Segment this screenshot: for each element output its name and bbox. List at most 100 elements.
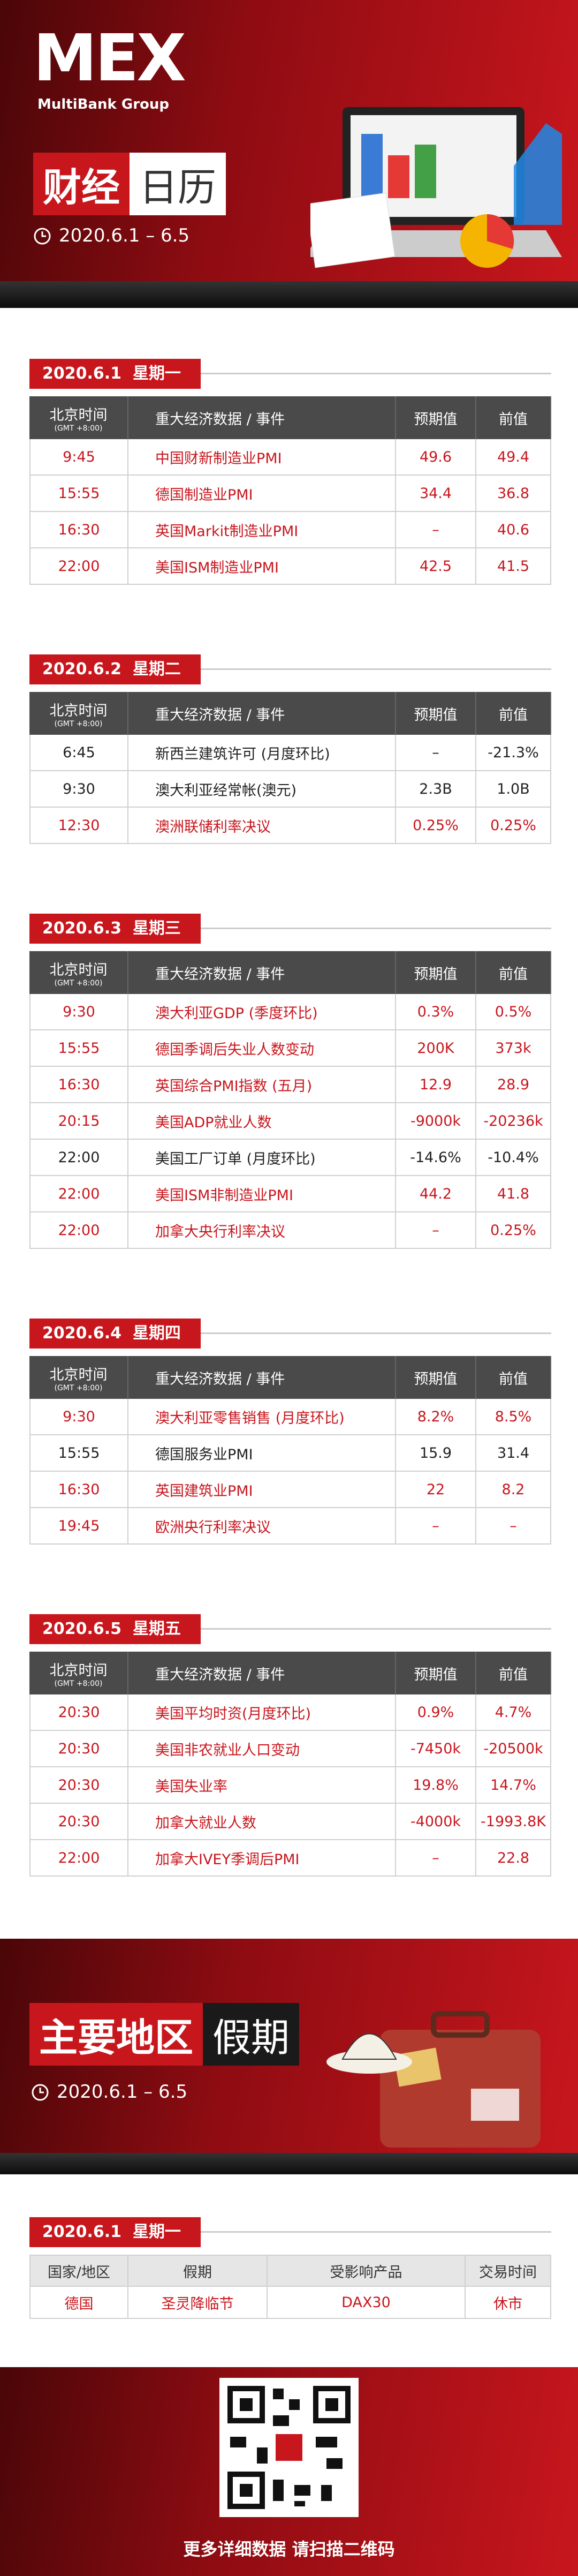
column-header: 重大经济数据 / 事件 bbox=[128, 951, 396, 994]
header-stripe bbox=[0, 281, 578, 308]
cell-time: 9:45 bbox=[29, 439, 128, 476]
cell-previous: 41.5 bbox=[476, 548, 551, 585]
cell-event: 新西兰建筑许可 (月度环比) bbox=[128, 735, 396, 771]
column-header: 北京时间 (GMT +8:00) bbox=[29, 396, 128, 439]
holiday-column-header: 国家/地区 bbox=[29, 2255, 128, 2287]
cell-previous: 22.8 bbox=[476, 1840, 551, 1877]
day-weekday: 星期四 bbox=[132, 1324, 181, 1343]
cell-previous: 0.25% bbox=[476, 1212, 551, 1249]
column-header-text: 北京时间 bbox=[49, 961, 108, 978]
cell-previous: 4.7% bbox=[476, 1694, 551, 1731]
cell-previous: 373k bbox=[476, 1030, 551, 1067]
divider bbox=[201, 668, 551, 670]
column-header-text: 重大经济数据 / 事件 bbox=[155, 1666, 285, 1683]
logo: MEX bbox=[33, 21, 186, 96]
holiday-column-header: 假期 bbox=[128, 2255, 268, 2287]
laptop-illustration bbox=[310, 107, 562, 268]
cell-previous: 14.7% bbox=[476, 1767, 551, 1804]
cell-event: 德国制造业PMI bbox=[128, 476, 396, 512]
cell-time: 20:15 bbox=[29, 1103, 128, 1140]
qr-code bbox=[219, 2378, 359, 2517]
cell-previous: 0.25% bbox=[476, 808, 551, 844]
holiday-title-b: 假期 bbox=[203, 2003, 300, 2066]
day-label: 2020.6.2 星期二 bbox=[29, 654, 201, 684]
cell-time: 15:55 bbox=[29, 476, 128, 512]
divider bbox=[201, 373, 551, 374]
cell-event: 美国ISM制造业PMI bbox=[128, 548, 396, 585]
column-header-text: 预期值 bbox=[414, 411, 458, 428]
column-header-text: 北京时间 bbox=[49, 1366, 108, 1383]
footer-text: 更多详细数据 请扫描二维码 bbox=[183, 2539, 395, 2559]
holiday-column-header: 交易时间 bbox=[466, 2255, 551, 2287]
column-header-text: 重大经济数据 / 事件 bbox=[155, 966, 285, 983]
cell-time: 9:30 bbox=[29, 771, 128, 808]
cell-event: 英国建筑业PMI bbox=[128, 1472, 396, 1508]
cell-previous: -10.4% bbox=[476, 1140, 551, 1176]
cell-time: 22:00 bbox=[29, 1840, 128, 1877]
day-date: 2020.6.4 bbox=[42, 1324, 122, 1343]
cell-forecast: 22 bbox=[396, 1472, 476, 1508]
column-header-text: 前值 bbox=[499, 411, 528, 428]
day-label: 2020.6.5 星期五 bbox=[29, 1614, 201, 1644]
cell-forecast: 15.9 bbox=[396, 1435, 476, 1472]
cell-event: 澳大利亚经常帐(澳元) bbox=[128, 771, 396, 808]
cell-previous: 36.8 bbox=[476, 476, 551, 512]
holiday-date-range: 2020.6.1 – 6.5 bbox=[57, 2081, 188, 2103]
column-header: 重大经济数据 / 事件 bbox=[128, 692, 396, 735]
cell-forecast: 19.8% bbox=[396, 1767, 476, 1804]
cell-forecast: 2.3B bbox=[396, 771, 476, 808]
column-header: 预期值 bbox=[396, 1652, 476, 1694]
cell-event: 加拿大IVEY季调后PMI bbox=[128, 1840, 396, 1877]
cell-forecast: 200K bbox=[396, 1030, 476, 1067]
cell-event: 加拿大就业人数 bbox=[128, 1804, 396, 1840]
cell-forecast: 0.9% bbox=[396, 1694, 476, 1731]
cell-forecast: -4000k bbox=[396, 1804, 476, 1840]
cell-time: 16:30 bbox=[29, 512, 128, 548]
cell-previous: -21.3% bbox=[476, 735, 551, 771]
column-header: 预期值 bbox=[396, 396, 476, 439]
column-header: 前值 bbox=[476, 1652, 551, 1694]
cell-time: 16:30 bbox=[29, 1472, 128, 1508]
cell-time: 9:30 bbox=[29, 1399, 128, 1435]
cell-forecast: – bbox=[396, 1508, 476, 1545]
cell-forecast: 0.3% bbox=[396, 994, 476, 1030]
cell-previous: 0.5% bbox=[476, 994, 551, 1030]
holiday-title-a: 主要地区 bbox=[29, 2003, 203, 2066]
cell-time: 9:30 bbox=[29, 994, 128, 1030]
cell-event: 美国非农就业人口变动 bbox=[128, 1731, 396, 1767]
cell-event: 美国ISM非制造业PMI bbox=[128, 1176, 396, 1212]
cell-forecast: -14.6% bbox=[396, 1140, 476, 1176]
column-header: 前值 bbox=[476, 1356, 551, 1399]
date-range: 2020.6.1 – 6.5 bbox=[59, 225, 190, 246]
column-header-text: 前值 bbox=[499, 1370, 528, 1388]
divider bbox=[201, 1628, 551, 1630]
cell-event: 美国平均时资(月度环比) bbox=[128, 1694, 396, 1731]
cell-time: 19:45 bbox=[29, 1508, 128, 1545]
day-label: 2020.6.3 星期三 bbox=[29, 914, 201, 944]
column-header: 北京时间 (GMT +8:00) bbox=[29, 951, 128, 994]
cell-time: 20:30 bbox=[29, 1804, 128, 1840]
column-header: 北京时间 (GMT +8:00) bbox=[29, 692, 128, 735]
cell-forecast: 12.9 bbox=[396, 1067, 476, 1103]
cell-previous: 49.4 bbox=[476, 439, 551, 476]
holiday-cell: DAX30 bbox=[268, 2287, 466, 2319]
cell-time: 15:55 bbox=[29, 1435, 128, 1472]
holiday-title: 主要地区 假期 bbox=[29, 2003, 300, 2066]
column-header-text: 预期值 bbox=[414, 1370, 458, 1388]
cell-time: 20:30 bbox=[29, 1767, 128, 1804]
cell-time: 6:45 bbox=[29, 735, 128, 771]
divider bbox=[201, 1332, 551, 1334]
cell-forecast: – bbox=[396, 1840, 476, 1877]
column-header: 北京时间 (GMT +8:00) bbox=[29, 1356, 128, 1399]
cell-forecast: – bbox=[396, 512, 476, 548]
cell-forecast: – bbox=[396, 1212, 476, 1249]
day-weekday: 星期五 bbox=[132, 1620, 181, 1638]
column-header-text: 北京时间 bbox=[49, 1662, 108, 1679]
cell-event: 澳大利亚零售销售 (月度环比) bbox=[128, 1399, 396, 1435]
title-a: 财经 bbox=[33, 153, 130, 215]
column-header-text: 前值 bbox=[499, 706, 528, 724]
cell-forecast: -7450k bbox=[396, 1731, 476, 1767]
divider bbox=[201, 928, 551, 929]
column-header: 预期值 bbox=[396, 1356, 476, 1399]
